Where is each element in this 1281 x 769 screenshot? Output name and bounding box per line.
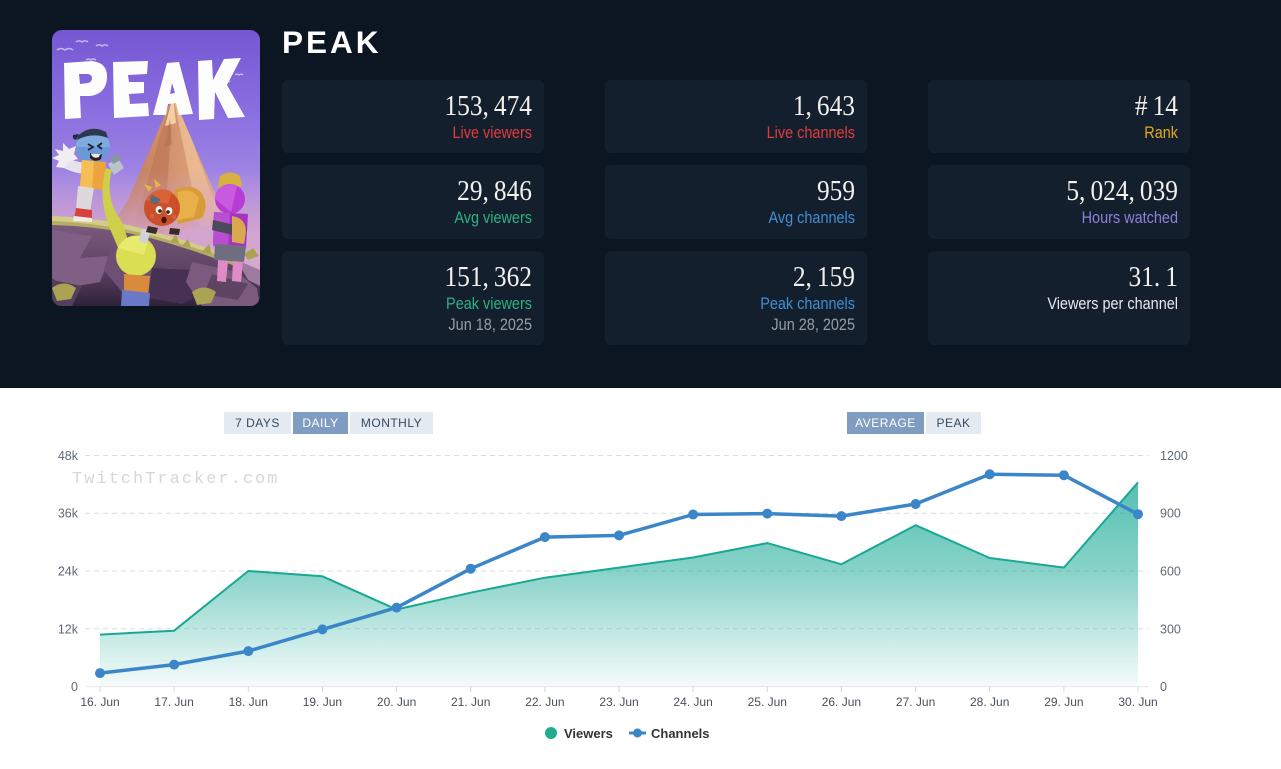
svg-text:12k: 12k (58, 622, 79, 636)
svg-text:300: 300 (1160, 622, 1181, 636)
svg-text:25. Jun: 25. Jun (748, 695, 787, 709)
svg-text:Channels: Channels (651, 726, 710, 741)
svg-text:23. Jun: 23. Jun (599, 695, 638, 709)
svg-text:28. Jun: 28. Jun (970, 695, 1009, 709)
svg-text:17. Jun: 17. Jun (154, 695, 193, 709)
svg-text:24. Jun: 24. Jun (673, 695, 712, 709)
svg-text:20. Jun: 20. Jun (377, 695, 416, 709)
svg-text:30. Jun: 30. Jun (1118, 695, 1157, 709)
svg-text:27. Jun: 27. Jun (896, 695, 935, 709)
svg-text:0: 0 (1160, 680, 1167, 694)
svg-text:48k: 48k (58, 449, 79, 463)
svg-text:29. Jun: 29. Jun (1044, 695, 1083, 709)
svg-text:18. Jun: 18. Jun (229, 695, 268, 709)
svg-text:Viewers: Viewers (564, 726, 613, 741)
svg-text:22. Jun: 22. Jun (525, 695, 564, 709)
svg-text:0: 0 (71, 680, 78, 694)
svg-text:16. Jun: 16. Jun (80, 695, 119, 709)
svg-text:900: 900 (1160, 507, 1181, 521)
svg-text:600: 600 (1160, 565, 1181, 579)
svg-text:19. Jun: 19. Jun (303, 695, 342, 709)
svg-text:TwitchTracker.com: TwitchTracker.com (72, 470, 279, 489)
svg-text:24k: 24k (58, 565, 79, 579)
svg-text:21. Jun: 21. Jun (451, 695, 490, 709)
svg-text:26. Jun: 26. Jun (822, 695, 861, 709)
svg-text:36k: 36k (58, 507, 79, 521)
svg-text:1200: 1200 (1160, 449, 1188, 463)
